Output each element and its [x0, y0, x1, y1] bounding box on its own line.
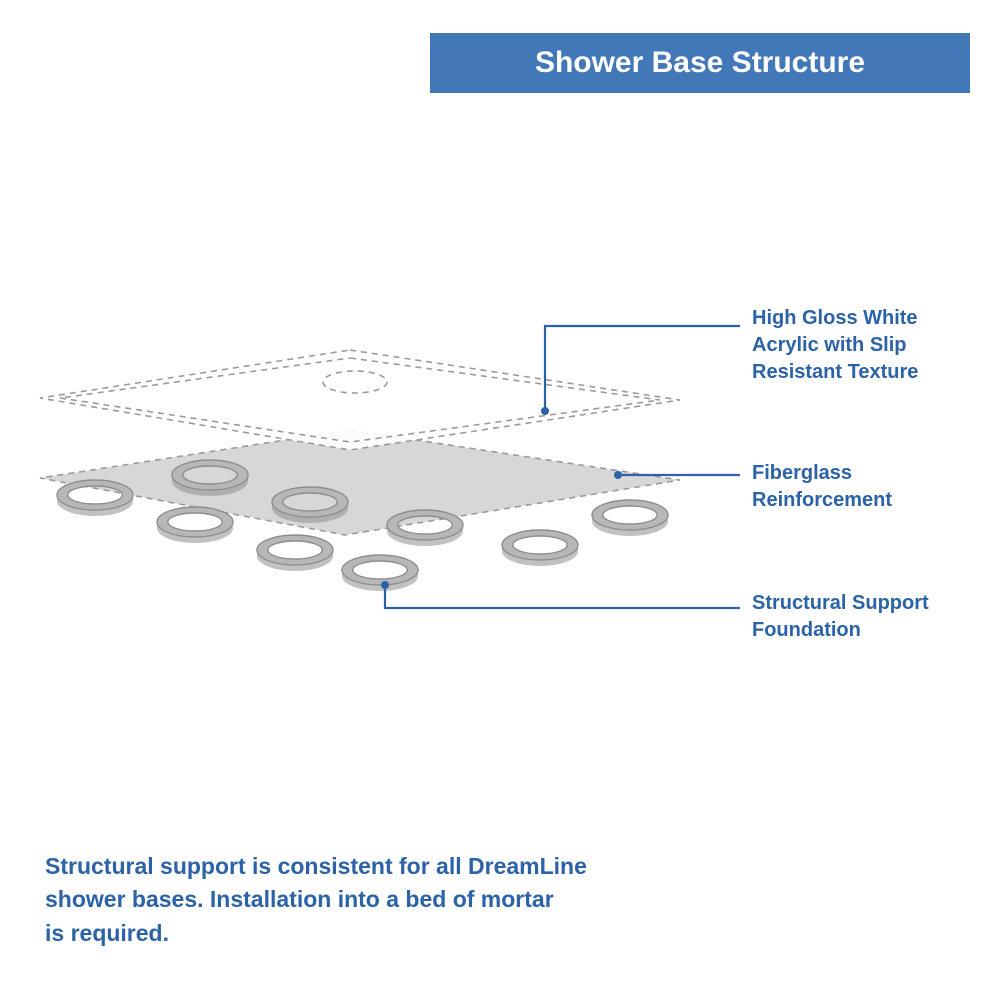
callout-mid-layer: Fiberglass Reinforcement	[752, 460, 892, 514]
callout-top-layer: High Gloss White Acrylic with Slip Resis…	[752, 305, 918, 386]
callout-bottom-layer: Structural Support Foundation	[752, 590, 929, 644]
footnote-text: Structural support is consistent for all…	[45, 850, 587, 950]
